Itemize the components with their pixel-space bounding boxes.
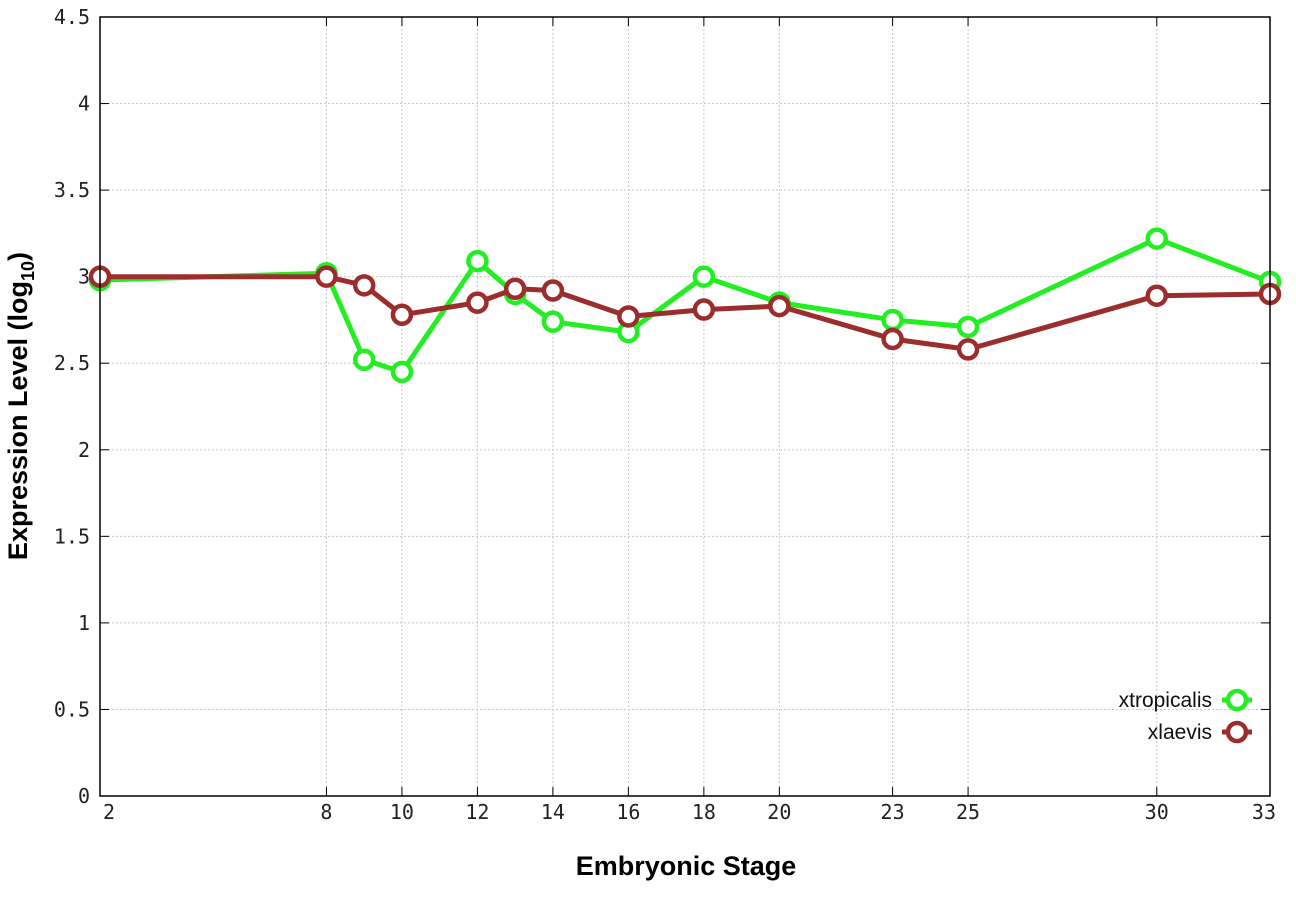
data-point-xlaevis	[352, 274, 376, 297]
data-point-xlaevis	[881, 327, 904, 351]
x-tick-label: 30	[1145, 800, 1169, 824]
plot-frame	[99, 16, 1271, 797]
data-point-xtropicalis	[881, 308, 904, 332]
y-tick-label: 2	[78, 438, 90, 462]
grid	[100, 17, 1270, 796]
x-tick-label: 2	[103, 800, 115, 824]
x-tick-label: 8	[320, 800, 332, 824]
y-tick-label: 3.5	[54, 178, 90, 202]
y-axis-title-main: Expression Level (log	[3, 281, 33, 560]
y-axis-title-subscript: 10	[18, 261, 38, 281]
series-layer	[88, 227, 1282, 384]
data-point-xtropicalis	[352, 348, 376, 372]
y-tick-label: 2.5	[54, 351, 90, 375]
y-tick-label: 4.5	[54, 5, 90, 29]
data-point-xtropicalis	[541, 310, 565, 333]
series-line-xtropicalis	[99, 236, 1271, 375]
x-tick-label: 14	[541, 800, 565, 824]
data-point-xlaevis	[466, 291, 489, 314]
x-tick-label: 10	[390, 800, 414, 824]
legend-label-xtropicalis: xtropicalis	[1119, 689, 1212, 712]
data-point-xtropicalis	[956, 315, 980, 339]
x-tick-label: 18	[692, 800, 716, 824]
series-xlaevis	[88, 265, 1282, 361]
y-axis-title: Expression Level (log10)	[3, 252, 38, 560]
x-tick-label: 23	[881, 800, 905, 824]
legend: xtropicalis xlaevis	[1119, 688, 1252, 744]
axis-ticks: 0 0.5 1 1.5 2 2.5 3 3.5 4 4.5 2 8 10 12 14 16 18 20 23 25 30…	[54, 5, 1276, 824]
data-point-xlaevis	[768, 294, 791, 318]
data-point-xlaevis	[1145, 284, 1169, 307]
x-tick-label: 16	[616, 800, 640, 824]
x-tick-label: 12	[465, 800, 489, 824]
y-axis-title-close: )	[3, 252, 33, 261]
series-xtropicalis	[88, 227, 1282, 384]
y-tick-label: 3	[78, 265, 90, 289]
legend-marker-xlaevis	[1225, 720, 1249, 744]
x-tick-label: 20	[767, 800, 791, 824]
data-point-xlaevis	[956, 338, 980, 361]
data-point-xlaevis	[390, 303, 414, 327]
data-point-xlaevis	[503, 277, 527, 301]
y-tick-label: 1	[78, 611, 90, 635]
data-point-xlaevis	[315, 265, 338, 288]
y-tick-label: 0	[78, 784, 90, 808]
data-point-xlaevis	[692, 298, 716, 321]
data-point-xtropicalis	[466, 249, 489, 273]
data-point-xlaevis	[541, 279, 565, 302]
y-tick-label: 4	[78, 92, 90, 116]
y-tick-label: 1.5	[54, 524, 90, 548]
legend-label-xlaevis: xlaevis	[1148, 721, 1212, 744]
x-tick-label: 25	[956, 800, 980, 824]
data-point-xlaevis	[617, 305, 640, 328]
data-point-xtropicalis	[692, 265, 716, 288]
x-axis-title: Embryonic Stage	[576, 851, 797, 881]
legend-marker-xtropicalis	[1225, 688, 1249, 712]
x-tick-label: 33	[1252, 800, 1276, 824]
data-point-xtropicalis	[1145, 227, 1169, 250]
data-point-xtropicalis	[390, 360, 414, 384]
y-tick-label: 0.5	[54, 697, 90, 721]
